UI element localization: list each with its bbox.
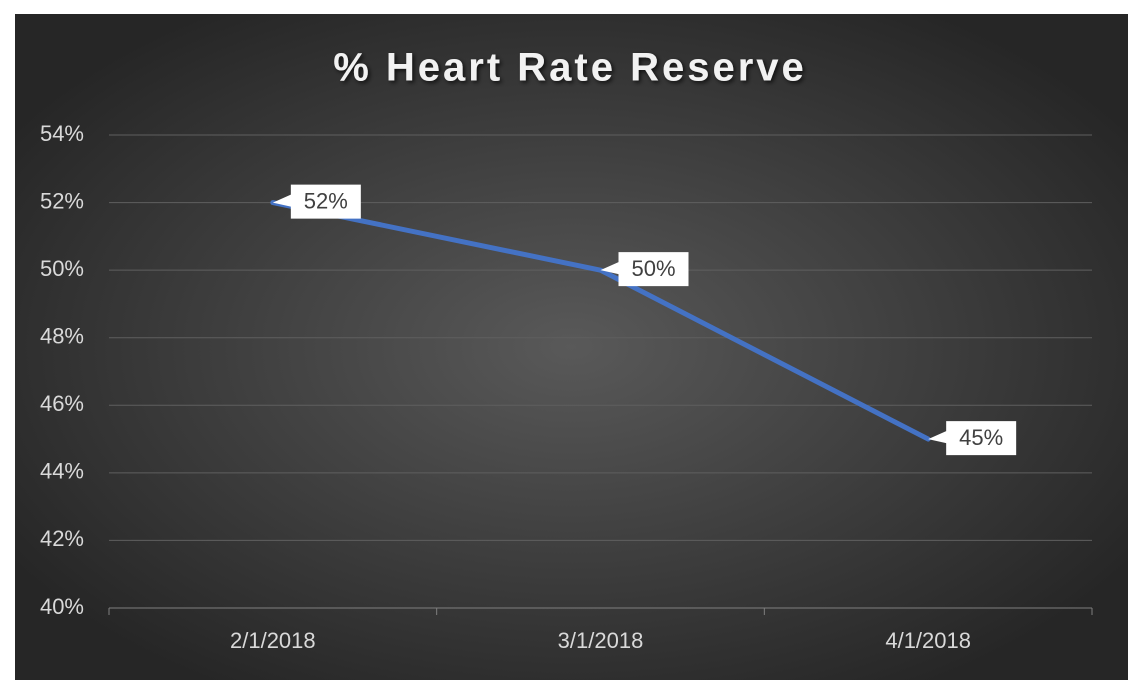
- x-tick-label: 3/1/2018: [558, 628, 644, 653]
- data-label-box: [600, 252, 689, 287]
- y-tick-label: 54%: [40, 121, 84, 146]
- data-label-box: [272, 184, 361, 219]
- y-tick-label: 50%: [40, 256, 84, 281]
- data-label: 45%: [959, 425, 1003, 450]
- x-tick-label: 4/1/2018: [885, 628, 971, 653]
- y-tick-label: 40%: [40, 594, 84, 619]
- data-label: 52%: [304, 188, 348, 213]
- data-label: 50%: [631, 256, 675, 281]
- chart-title: % Heart Rate Reserve: [333, 46, 807, 90]
- line-series: [270, 200, 931, 442]
- data-label-box: [928, 421, 1017, 456]
- y-tick-label: 42%: [40, 526, 84, 551]
- y-tick-label: 44%: [40, 459, 84, 484]
- chart-background: [15, 14, 1128, 680]
- x-tick-label: 2/1/2018: [230, 628, 316, 653]
- y-tick-label: 52%: [40, 188, 84, 213]
- y-tick-label: 46%: [40, 391, 84, 416]
- y-tick-label: 48%: [40, 324, 84, 349]
